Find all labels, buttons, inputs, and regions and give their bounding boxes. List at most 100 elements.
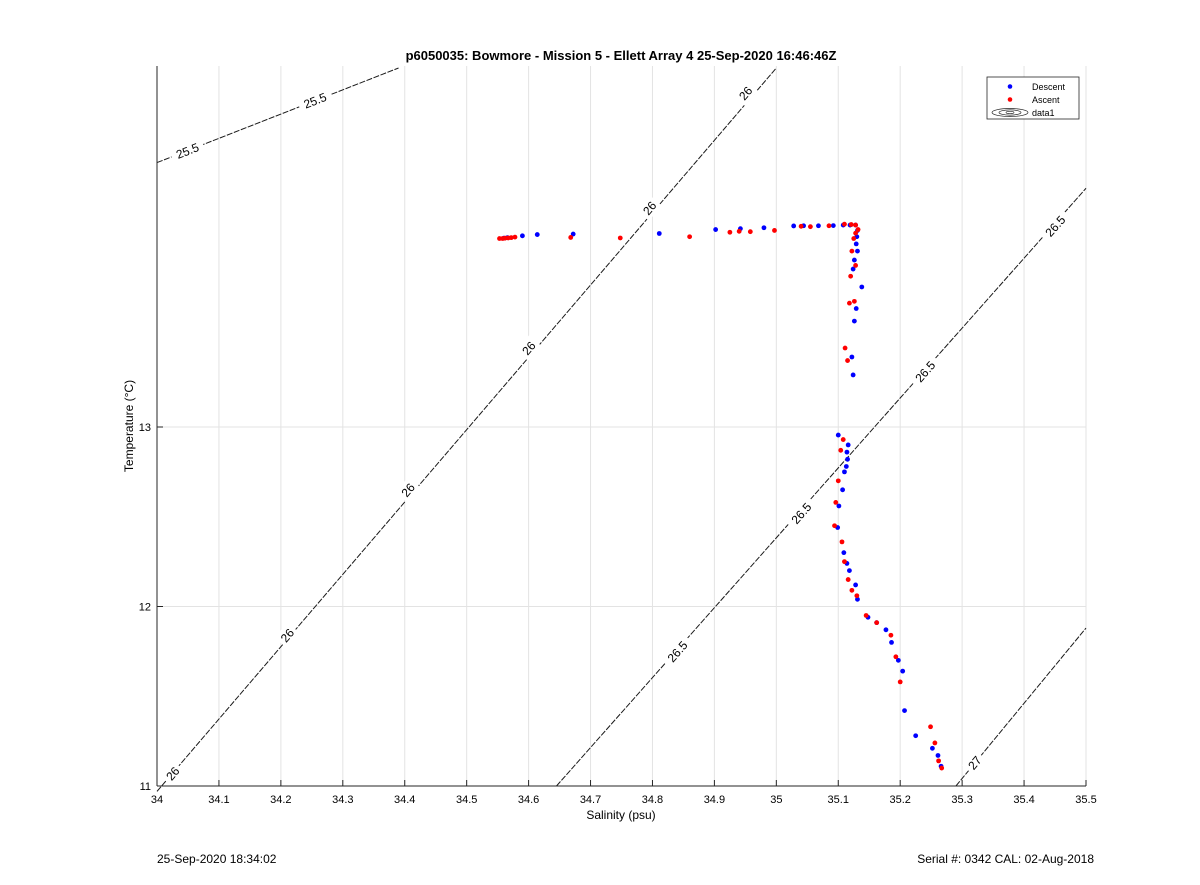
descent-point [859, 284, 865, 290]
ascent-point [932, 740, 938, 746]
legend: Descent Ascent data1 [986, 76, 1080, 120]
contour-label-bg [516, 335, 542, 361]
contour-label-bg [783, 495, 819, 532]
ascent-point [838, 447, 844, 453]
descent-point [889, 640, 894, 645]
descent-point [845, 442, 851, 448]
descent-point [534, 232, 540, 237]
ascent-point [888, 632, 894, 638]
ascent-point [851, 236, 857, 241]
ascent-point [687, 234, 693, 240]
ascent-point [849, 587, 855, 593]
contour-label-bg [961, 749, 988, 776]
ascent-point [842, 221, 847, 227]
x-tick-label: 34.2 [270, 794, 291, 806]
ascent-point [839, 539, 845, 545]
descent-point [845, 456, 850, 462]
footer-serial-cal: Serial #: 0342 CAL: 02-Aug-2018 [917, 852, 1094, 866]
series-ascent [497, 221, 945, 771]
descent-point [849, 354, 855, 360]
descent-point [840, 487, 846, 493]
ascent-point [848, 222, 854, 227]
descent-point [930, 745, 935, 751]
y-tick-label: 11 [140, 781, 151, 793]
descent-point [656, 231, 662, 236]
ascent-point [736, 228, 742, 234]
descent-point [902, 708, 907, 714]
contour-label-bg [636, 195, 662, 221]
ascent-point [851, 298, 857, 304]
ascent-point [939, 765, 945, 771]
ascent-point [727, 229, 733, 235]
ascent-point [853, 230, 859, 236]
ascent-point [936, 758, 941, 764]
descent-point [883, 627, 889, 633]
legend-box [986, 76, 1080, 120]
ascent-point [849, 248, 855, 254]
x-tick-label: 35.5 [1075, 794, 1096, 806]
descent-point [853, 582, 859, 588]
ascent-point [842, 559, 847, 565]
x-tick-label: 35.4 [1013, 794, 1034, 806]
descent-point [913, 733, 919, 739]
contour-label-bg [732, 80, 758, 106]
descent-point [855, 596, 860, 602]
legend-label-descent: Descent [1032, 82, 1066, 92]
descent-point [935, 753, 941, 758]
ascent-point [874, 620, 880, 626]
grid [156, 66, 1087, 787]
descent-point [851, 318, 857, 324]
contour-label-bg [168, 136, 207, 165]
x-tick-label: 34.4 [394, 794, 415, 806]
contour-label-bg [1037, 207, 1073, 244]
descent-point [842, 469, 847, 475]
ascent-point [798, 223, 804, 229]
isopycnal-line [556, 187, 1087, 787]
data-series [497, 221, 945, 771]
legend-contour-marker [991, 108, 1029, 117]
contour-label-bg [274, 622, 300, 649]
ascent-point [617, 235, 623, 241]
ascent-point [840, 437, 846, 442]
descent-point [713, 227, 719, 232]
x-tick-label: 35.2 [889, 794, 910, 806]
ascent-point [847, 300, 852, 306]
chart-title: p6050035: Bowmore - Mission 5 - Ellett A… [406, 48, 837, 63]
ascent-point [832, 523, 837, 529]
descent-point [836, 503, 842, 509]
x-tick-label: 34 [151, 794, 163, 806]
contour-label-bg [659, 633, 695, 670]
ascent-point [747, 229, 753, 235]
ascent-point [897, 679, 903, 685]
contour-label-bg [907, 353, 943, 390]
x-tick-label: 35.1 [828, 794, 849, 806]
legend-label-ascent: Ascent [1032, 95, 1060, 105]
descent-point [851, 257, 857, 263]
descent-point [850, 372, 856, 378]
descent-point [853, 241, 859, 247]
legend-ascent-marker [1007, 97, 1013, 102]
ascent-point [853, 222, 859, 228]
ascent-point [853, 263, 859, 268]
contour-label-bg [296, 86, 334, 114]
ascent-point [807, 224, 813, 230]
y-tick-label: 13 [139, 422, 151, 434]
ascent-point [508, 235, 514, 241]
descent-point [520, 233, 525, 239]
footer-timestamp: 25-Sep-2020 18:34:02 [157, 852, 277, 866]
x-tick-label: 34.9 [704, 794, 725, 806]
contour-label-bg [395, 477, 421, 503]
x-tick-label: 34.5 [456, 794, 477, 806]
descent-point [853, 306, 859, 311]
descent-point [830, 223, 836, 229]
descent-point [847, 568, 852, 573]
legend-label-data1: data1 [1032, 108, 1055, 118]
ascent-point [893, 654, 899, 660]
descent-point [850, 266, 856, 272]
x-tick-label: 34.6 [518, 794, 539, 806]
y-tick-label: 12 [139, 602, 151, 614]
descent-point [843, 464, 849, 469]
y-ticks: 11 12 13 [139, 422, 163, 793]
descent-point [895, 657, 901, 663]
isopycnal-line [156, 67, 777, 792]
